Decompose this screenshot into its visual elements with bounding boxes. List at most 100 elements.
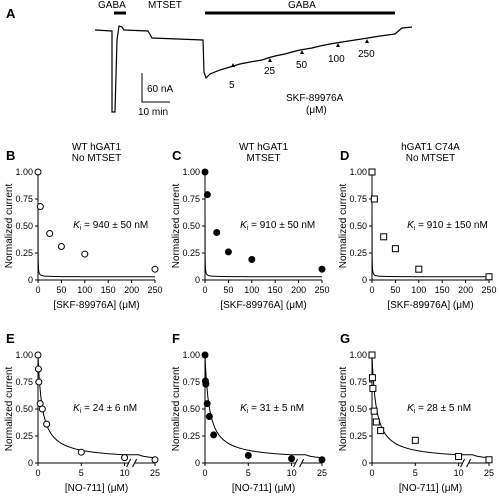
data-point	[81, 250, 89, 258]
y-tick-label: 0.50	[182, 221, 200, 231]
y-tick-label: 1.00	[15, 167, 33, 177]
data-point	[46, 230, 54, 238]
data-point	[151, 456, 159, 464]
data-point	[202, 380, 210, 388]
fit-curve	[371, 172, 489, 278]
data-point	[485, 456, 493, 464]
scale-current-label: 60 nA	[147, 84, 173, 95]
data-point	[121, 454, 129, 462]
data-point	[411, 436, 419, 444]
data-point	[203, 400, 211, 408]
axis-break-mark	[132, 458, 138, 468]
axis-break-mark	[460, 458, 466, 468]
x-tick-label: 5	[79, 468, 84, 478]
data-point	[35, 378, 43, 386]
x-axis-label: [NO-711] (μM)	[399, 483, 462, 494]
y-axis-label: Normalized current	[338, 184, 349, 269]
gaba-label-1: GABA	[98, 0, 126, 11]
data-point	[205, 413, 213, 421]
y-tick-label: 0	[362, 275, 367, 285]
conc-label-5: 5	[229, 80, 235, 91]
data-point	[368, 374, 376, 382]
panel-g: G 0 0.25 0.50 0.75 1.00 0 5 10 25 [NO-711] (μM) Nor…	[338, 331, 494, 494]
x-tick-label: 50	[223, 285, 233, 295]
x-tick-label: 0	[202, 285, 207, 295]
ki-annotation: Ki = 31 ± 5 nM	[240, 403, 304, 415]
data-point	[485, 273, 493, 281]
mtset-label: MTSET	[148, 0, 182, 11]
panel-subtitle: No MTSET	[406, 153, 455, 164]
data-point	[36, 203, 44, 211]
x-tick-label: 250	[314, 285, 329, 295]
y-tick-label: 0.25	[15, 248, 33, 258]
y-axis-label: Normalized current	[171, 184, 182, 269]
data-point	[201, 168, 209, 176]
y-tick-label: 0	[362, 458, 367, 468]
data-point	[288, 455, 296, 463]
x-tick-label: 10	[287, 468, 297, 478]
axis-break-mark	[293, 458, 299, 468]
y-tick-label: 0.25	[182, 431, 200, 441]
data-point	[372, 418, 380, 426]
data-point	[213, 228, 221, 236]
arrowhead-250	[365, 39, 369, 43]
x-tick-label: 10	[120, 468, 130, 478]
data-point	[380, 233, 388, 241]
y-tick-label: 0	[195, 458, 200, 468]
panel-a: A GABA MTSET GABA 5 25 50 100 250 SKF-89…	[6, 0, 413, 118]
panel-letter-c: C	[172, 148, 182, 163]
y-tick-label: 0.75	[349, 194, 367, 204]
ki-annotation: Ki = 910 ± 50 nM	[240, 220, 315, 232]
data-point	[38, 405, 46, 413]
x-tick-label: 200	[291, 285, 306, 295]
drug-unit: (μM)	[306, 105, 327, 116]
scale-bar	[141, 73, 170, 103]
conc-label-50: 50	[296, 60, 308, 71]
x-tick-label: 25	[317, 468, 327, 478]
data-point	[210, 431, 218, 439]
panel-subtitle: No MTSET	[72, 153, 121, 164]
data-point	[77, 448, 85, 456]
panel-letter-a: A	[6, 6, 16, 21]
arrowhead-25	[268, 58, 272, 62]
panel-subtitle: MTSET	[247, 153, 281, 164]
panel-letter-d: D	[340, 148, 349, 163]
data-point	[370, 195, 378, 203]
arrowhead-50	[300, 50, 304, 54]
y-tick-label: 0.50	[15, 404, 33, 414]
x-tick-label: 100	[244, 285, 259, 295]
y-tick-label: 1.00	[182, 350, 200, 360]
data-point	[369, 384, 377, 392]
data-point	[377, 427, 385, 435]
conc-label-250: 250	[358, 49, 375, 60]
y-tick-label: 0.25	[349, 431, 367, 441]
y-axis-label: Normalized current	[4, 184, 15, 269]
panel-title: WT hGAT1	[239, 142, 289, 153]
data-point	[248, 255, 256, 263]
arrowhead-100	[336, 43, 340, 47]
x-tick-label: 200	[458, 285, 473, 295]
arrowhead-5	[231, 63, 235, 67]
data-point	[43, 420, 51, 428]
y-tick-label: 1.00	[182, 167, 200, 177]
ki-annotation: Ki = 24 ± 6 nM	[73, 403, 137, 415]
y-tick-label: 0.25	[349, 248, 367, 258]
y-axis-label: Normalized current	[338, 367, 349, 452]
y-tick-label: 0.75	[182, 194, 200, 204]
x-axis-label: [NO-711] (μM)	[65, 483, 128, 494]
x-tick-label: 5	[413, 468, 418, 478]
x-tick-label: 5	[246, 468, 251, 478]
data-point	[391, 245, 399, 253]
x-axis-label: [NO-711] (μM)	[232, 483, 295, 494]
x-tick-label: 150	[268, 285, 283, 295]
x-tick-label: 100	[411, 285, 426, 295]
panel-e: E 0 0.25 0.50 0.75 1.00 0 5 10 25 [NO-711] (μM) Nor…	[4, 331, 160, 494]
ki-annotation: Ki = 940 ± 50 nM	[73, 220, 148, 232]
fit-curve	[37, 355, 155, 459]
data-point	[370, 407, 378, 415]
ki-annotation: Ki = 910 ± 150 nM	[407, 220, 488, 232]
data-point	[368, 168, 376, 176]
